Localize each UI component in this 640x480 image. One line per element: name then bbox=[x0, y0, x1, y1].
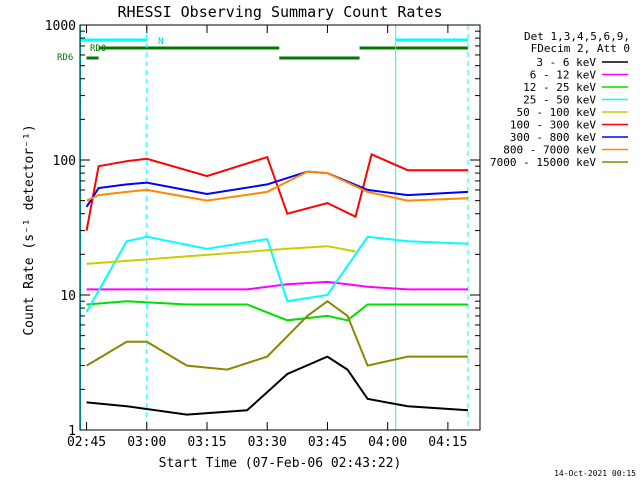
chart-title: RHESSI Observing Summary Count Rates bbox=[117, 3, 442, 21]
axes: 02:45 03:00 03:15 03:30 03:45 04:00 04:15 1 10 10… bbox=[45, 19, 481, 450]
x-tick-label-6: 04:15 bbox=[428, 435, 467, 450]
x-axis-label: Start Time (07-Feb-06 02:43:22) bbox=[159, 456, 402, 471]
x-tick-label-4: 03:45 bbox=[308, 435, 347, 450]
series-line-2 bbox=[86, 300, 468, 322]
legend-label-4: 50 - 100 keV bbox=[517, 106, 597, 119]
legend-label-7: 800 - 7000 keV bbox=[503, 144, 596, 157]
y-tick-label-1: 10 bbox=[60, 289, 76, 304]
series-line-3 bbox=[85, 235, 469, 313]
legend-label-3: 25 - 50 keV bbox=[523, 94, 596, 107]
series-line-5 bbox=[85, 153, 468, 231]
flag-label-rd6: RD6 bbox=[57, 53, 73, 63]
x-tick-label-3: 03:30 bbox=[248, 435, 287, 450]
legend-label-2: 12 - 25 keV bbox=[523, 81, 596, 94]
x-tick-label-5: 04:00 bbox=[368, 435, 407, 450]
series-line-1 bbox=[86, 280, 468, 291]
flag-label-rd0: RD0 bbox=[90, 44, 106, 54]
legend-label-8: 7000 - 15000 keV bbox=[490, 156, 596, 169]
legend-header-line-1: Det 1,3,4,5,6,9, bbox=[524, 30, 630, 43]
x-tick-label-1: 03:00 bbox=[127, 435, 166, 450]
legend-label-6: 300 - 800 keV bbox=[510, 131, 596, 144]
series-line-0 bbox=[86, 355, 469, 416]
x-tick-label-0: 02:45 bbox=[67, 435, 106, 450]
legend-header-line-2: FDecim 2, Att 0 bbox=[531, 42, 630, 55]
y-tick-label-3: 1000 bbox=[45, 19, 76, 34]
legend-label-1: 6 - 12 keV bbox=[530, 69, 597, 82]
plot-frame bbox=[79, 24, 481, 431]
series-line-6 bbox=[85, 170, 469, 208]
y-tick-label-0: 1 bbox=[68, 424, 76, 439]
flag-label-n: N bbox=[158, 37, 163, 47]
legend-label-5: 100 - 300 keV bbox=[510, 119, 596, 132]
footer-date: 14-Oct-2021 00:15 bbox=[554, 469, 636, 478]
series-line-7 bbox=[86, 170, 469, 202]
series-line-4 bbox=[86, 245, 356, 265]
y-axis-label: Count Rate (s⁻¹ detector⁻¹) bbox=[22, 124, 37, 335]
series-line-8 bbox=[86, 299, 468, 371]
x-tick-label-2: 03:15 bbox=[187, 435, 226, 450]
y-tick-label-2: 100 bbox=[53, 154, 76, 169]
legend-label-0: 3 - 6 keV bbox=[536, 56, 596, 69]
plot-area bbox=[85, 153, 469, 416]
observing-flags bbox=[80, 25, 469, 430]
